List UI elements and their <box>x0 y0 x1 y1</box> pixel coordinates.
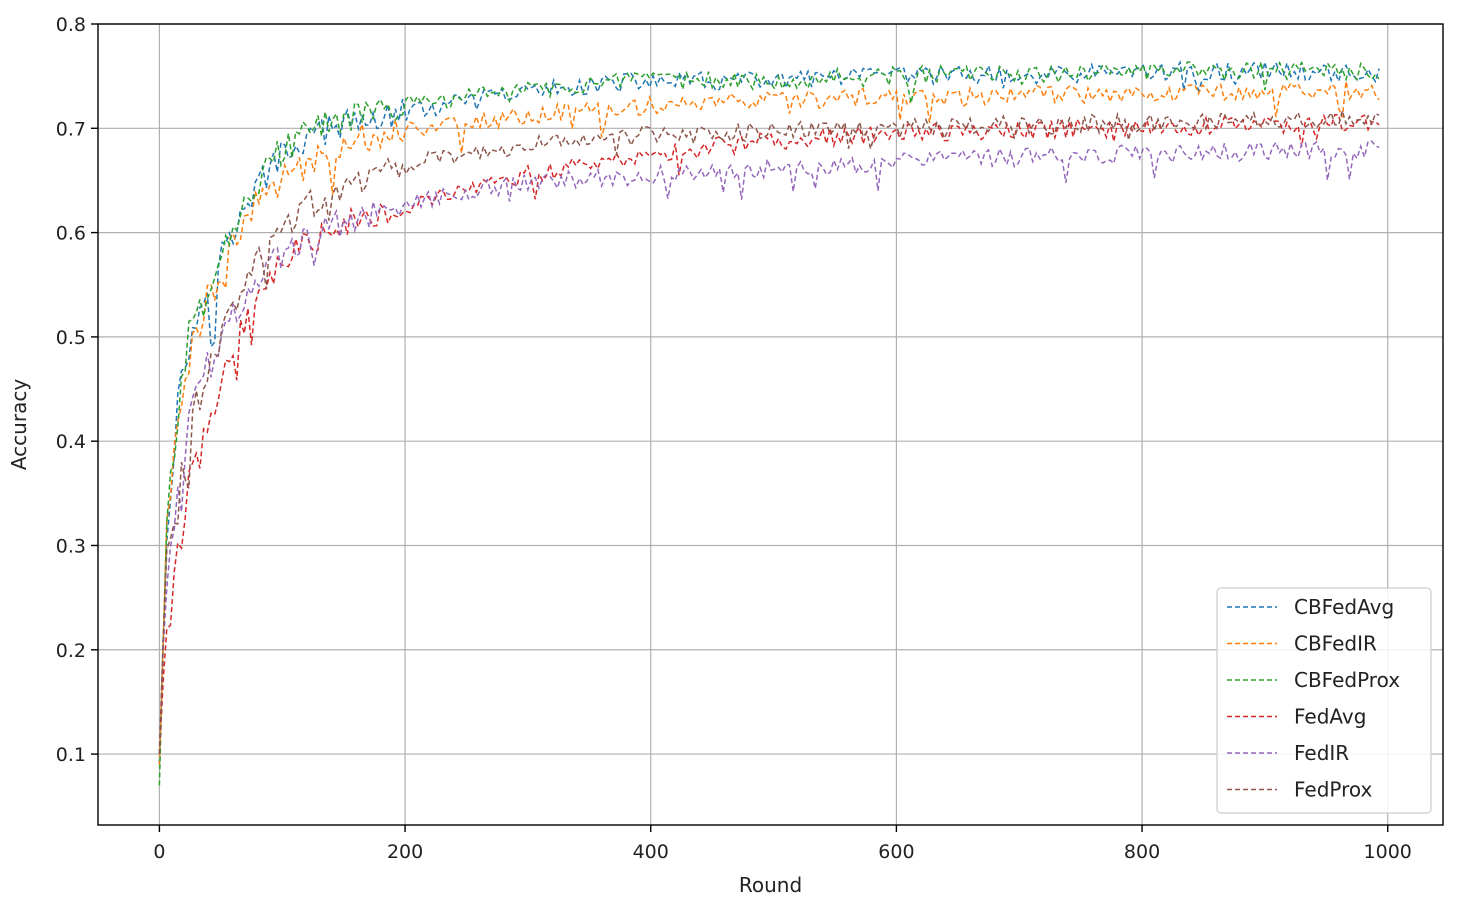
y-tick-label: 0.5 <box>56 327 86 349</box>
y-tick-label: 0.4 <box>56 431 86 453</box>
y-tick-label: 0.6 <box>56 223 86 245</box>
x-tick-label: 200 <box>387 841 423 863</box>
legend-label: FedIR <box>1294 741 1349 765</box>
legend-label: CBFedProx <box>1294 668 1400 692</box>
y-tick-label: 0.1 <box>56 744 86 766</box>
x-tick-label: 0 <box>153 841 165 863</box>
x-tick-label: 400 <box>633 841 669 863</box>
legend-label: CBFedAvg <box>1294 595 1394 619</box>
x-tick-label: 600 <box>878 841 914 863</box>
legend-label: FedAvg <box>1294 705 1366 729</box>
series-line-fedprox <box>158 107 1380 755</box>
series-layer <box>158 59 1380 786</box>
y-tick-label: 0.3 <box>56 535 86 557</box>
y-tick-label: 0.7 <box>56 118 86 140</box>
y-tick-label: 0.2 <box>56 640 86 662</box>
legend-label: FedProx <box>1294 778 1373 802</box>
series-line-fedavg <box>158 113 1380 755</box>
series-line-cbfedprox <box>158 60 1380 786</box>
series-line-cbfedavg <box>158 59 1380 765</box>
plot-frame <box>97 23 1444 826</box>
y-axis-label: Accuracy <box>7 379 31 470</box>
x-tick-label: 1000 <box>1364 841 1412 863</box>
series-line-cbfedir <box>158 81 1380 765</box>
legend-label: CBFedIR <box>1294 632 1377 656</box>
legend: CBFedAvg CBFedIR CBFedProx FedAvg FedIR FedPr… <box>1216 587 1432 814</box>
y-tick-label: 0.8 <box>56 14 86 36</box>
x-axis-label: Round <box>739 873 802 897</box>
series-line-fedir <box>158 140 1380 755</box>
x-tick-label: 800 <box>1124 841 1160 863</box>
axis-ticks: 0 200 400 600 800 1000 0.1 0.2 0.3 0.4 0.5 0.6 0.7 0.… <box>56 14 1412 863</box>
